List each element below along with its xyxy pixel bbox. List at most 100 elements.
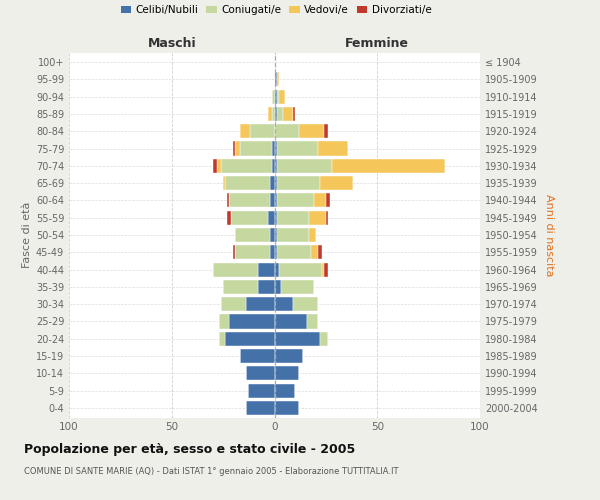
Bar: [275, 158, 277, 173]
Bar: [320, 332, 328, 346]
Bar: [268, 210, 275, 225]
Bar: [233, 245, 235, 260]
Bar: [326, 210, 328, 225]
Bar: [278, 90, 285, 104]
Bar: [246, 297, 275, 312]
Bar: [275, 245, 277, 260]
Bar: [275, 107, 277, 121]
Bar: [271, 228, 275, 242]
Bar: [271, 176, 275, 190]
Bar: [310, 210, 326, 225]
Bar: [275, 314, 307, 328]
Bar: [283, 107, 293, 121]
Bar: [293, 107, 295, 121]
Bar: [246, 366, 275, 380]
Y-axis label: Fasce di età: Fasce di età: [22, 202, 32, 268]
Bar: [239, 124, 250, 138]
Bar: [275, 194, 277, 207]
Bar: [275, 384, 295, 398]
Bar: [324, 262, 328, 276]
Bar: [232, 210, 268, 225]
Bar: [277, 72, 278, 86]
Bar: [227, 210, 232, 225]
Bar: [275, 210, 277, 225]
Bar: [277, 142, 317, 156]
Bar: [248, 384, 275, 398]
Bar: [320, 176, 353, 190]
Bar: [275, 90, 277, 104]
Bar: [324, 124, 328, 138]
Bar: [235, 142, 239, 156]
Bar: [272, 90, 275, 104]
Bar: [275, 176, 277, 190]
Bar: [275, 349, 303, 363]
Bar: [227, 194, 229, 207]
Bar: [326, 194, 330, 207]
Legend: Celibi/Nubili, Coniugati/e, Vedovi/e, Divorziati/e: Celibi/Nubili, Coniugati/e, Vedovi/e, Di…: [121, 5, 431, 15]
Bar: [213, 158, 217, 173]
Bar: [272, 158, 275, 173]
Bar: [293, 297, 317, 312]
Bar: [277, 90, 278, 104]
Bar: [277, 228, 310, 242]
Bar: [314, 194, 326, 207]
Bar: [275, 366, 299, 380]
Bar: [275, 228, 277, 242]
Bar: [225, 176, 271, 190]
Bar: [278, 262, 322, 276]
Bar: [277, 176, 320, 190]
Bar: [310, 228, 316, 242]
Bar: [239, 349, 275, 363]
Bar: [235, 245, 271, 260]
Bar: [213, 262, 258, 276]
Bar: [275, 72, 277, 86]
Bar: [299, 124, 324, 138]
Bar: [275, 142, 277, 156]
Bar: [229, 314, 275, 328]
Bar: [322, 262, 324, 276]
Bar: [275, 332, 320, 346]
Bar: [277, 158, 332, 173]
Bar: [332, 158, 445, 173]
Bar: [272, 142, 275, 156]
Bar: [225, 332, 275, 346]
Bar: [275, 401, 299, 415]
Bar: [258, 280, 275, 294]
Bar: [250, 124, 275, 138]
Text: COMUNE DI SANTE MARIE (AQ) - Dati ISTAT 1° gennaio 2005 - Elaborazione TUTTITALI: COMUNE DI SANTE MARIE (AQ) - Dati ISTAT …: [24, 468, 398, 476]
Bar: [223, 280, 258, 294]
Bar: [275, 297, 293, 312]
Bar: [277, 107, 283, 121]
Bar: [277, 194, 314, 207]
Bar: [277, 210, 310, 225]
Bar: [311, 245, 317, 260]
Bar: [219, 314, 229, 328]
Bar: [221, 158, 272, 173]
Bar: [275, 262, 278, 276]
Bar: [223, 176, 225, 190]
Bar: [317, 245, 322, 260]
Y-axis label: Anni di nascita: Anni di nascita: [544, 194, 554, 276]
Text: Popolazione per età, sesso e stato civile - 2005: Popolazione per età, sesso e stato civil…: [24, 442, 355, 456]
Bar: [277, 245, 311, 260]
Bar: [307, 314, 317, 328]
Bar: [235, 228, 271, 242]
Bar: [275, 280, 281, 294]
Bar: [317, 142, 349, 156]
Bar: [281, 280, 314, 294]
Bar: [275, 124, 299, 138]
Bar: [268, 107, 272, 121]
Bar: [217, 158, 221, 173]
Bar: [272, 107, 275, 121]
Bar: [271, 194, 275, 207]
Bar: [219, 332, 225, 346]
Bar: [258, 262, 275, 276]
Bar: [221, 297, 246, 312]
Bar: [271, 245, 275, 260]
Bar: [239, 142, 272, 156]
Bar: [229, 194, 271, 207]
Bar: [246, 401, 275, 415]
Text: Maschi: Maschi: [148, 37, 196, 50]
Text: Femmine: Femmine: [345, 37, 409, 50]
Bar: [233, 142, 235, 156]
